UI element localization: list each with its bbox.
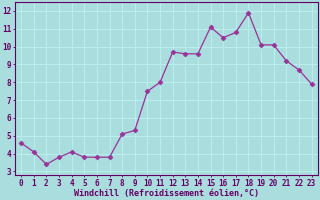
X-axis label: Windchill (Refroidissement éolien,°C): Windchill (Refroidissement éolien,°C): [74, 189, 259, 198]
